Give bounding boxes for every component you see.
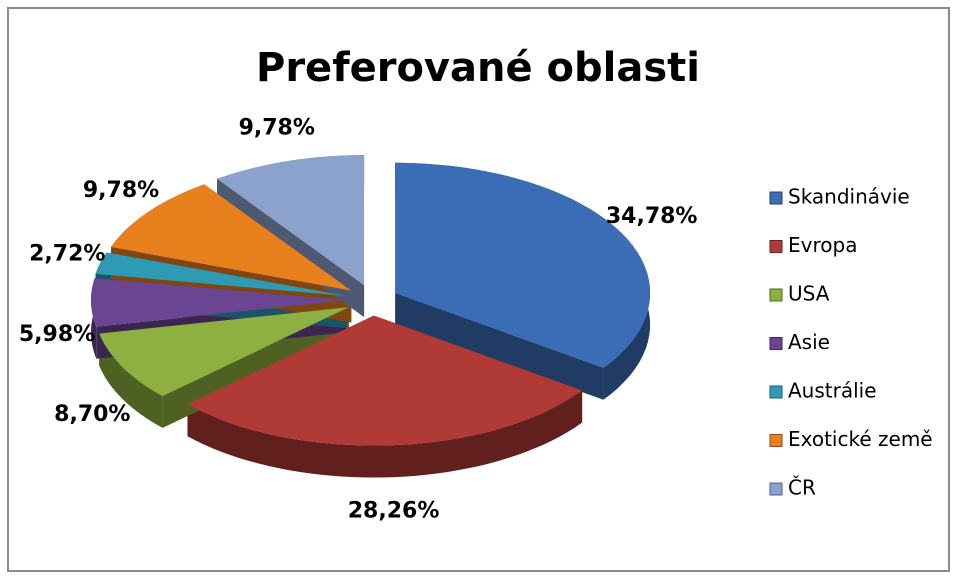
slice: [99, 307, 349, 396]
slice-outer-side: [99, 333, 163, 428]
slice-outer-side: [187, 390, 583, 478]
legend-label: Skandinávie: [788, 185, 910, 209]
slice: [395, 162, 651, 368]
data-label: 8,70%: [54, 402, 130, 427]
legend-label: ČR: [788, 476, 816, 500]
legend-swatch: [769, 191, 783, 205]
data-label: 34,78%: [606, 204, 698, 229]
legend-label: Evropa: [788, 233, 857, 257]
legend-label: Austrálie: [788, 379, 877, 403]
data-label: 9,78%: [83, 178, 159, 203]
legend-swatch: [769, 288, 783, 302]
slice-radial-side: [395, 292, 604, 400]
pie-tops: [91, 155, 651, 446]
data-label: 28,26%: [348, 499, 440, 524]
legend-swatch: [769, 482, 783, 496]
legend-label: Exotické země: [788, 427, 933, 451]
data-label: 9,78%: [239, 115, 315, 140]
data-label: 2,72%: [29, 241, 105, 266]
slice: [91, 278, 347, 327]
data-label: 5,98%: [19, 322, 95, 347]
legend-swatch: [769, 385, 783, 399]
legend-label: Asie: [788, 330, 830, 354]
legend-swatch: [769, 434, 783, 447]
slice: [187, 315, 583, 446]
chart-title: Preferované oblasti: [256, 45, 700, 91]
slice: [111, 184, 352, 291]
slice: [217, 155, 365, 286]
legend-label: USA: [788, 282, 830, 306]
legend-swatch: [769, 240, 783, 253]
legend-swatch: [769, 337, 783, 350]
slice: [95, 252, 347, 297]
